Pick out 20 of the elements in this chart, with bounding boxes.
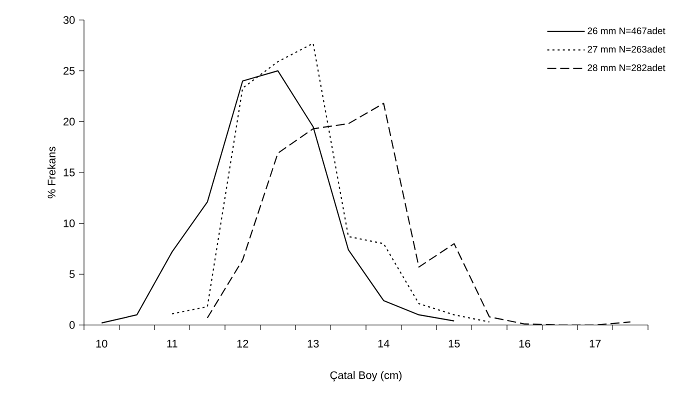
- y-tick-label: 0: [69, 321, 75, 329]
- y-tick-label: 20: [64, 118, 75, 126]
- x-tick-label: 16: [519, 340, 530, 348]
- x-tick-label: 12: [237, 340, 248, 348]
- y-tick-label: 30: [63, 16, 75, 24]
- x-tick-label: 13: [308, 340, 319, 348]
- y-tick-label: 15: [64, 168, 75, 176]
- x-tick-label: 11: [167, 340, 178, 348]
- y-tick-label: 5: [70, 270, 75, 278]
- x-tick-label: 15: [448, 340, 460, 348]
- y-tick-label: 25: [64, 66, 75, 75]
- legend-label: 26 mm N=467adet: [588, 27, 666, 34]
- legend-label: 27 mm N=263adet: [588, 46, 666, 53]
- x-tick-label: 10: [96, 340, 108, 348]
- legend-label: 28 mm N=282adet: [588, 64, 666, 72]
- y-tick-label: 10: [64, 219, 75, 228]
- x-axis-title: Çatal Boy (cm): [330, 371, 402, 382]
- x-tick-label: 14: [378, 340, 390, 348]
- y-axis-title: % Frekans: [47, 146, 56, 198]
- x-tick-label: 17: [590, 340, 601, 348]
